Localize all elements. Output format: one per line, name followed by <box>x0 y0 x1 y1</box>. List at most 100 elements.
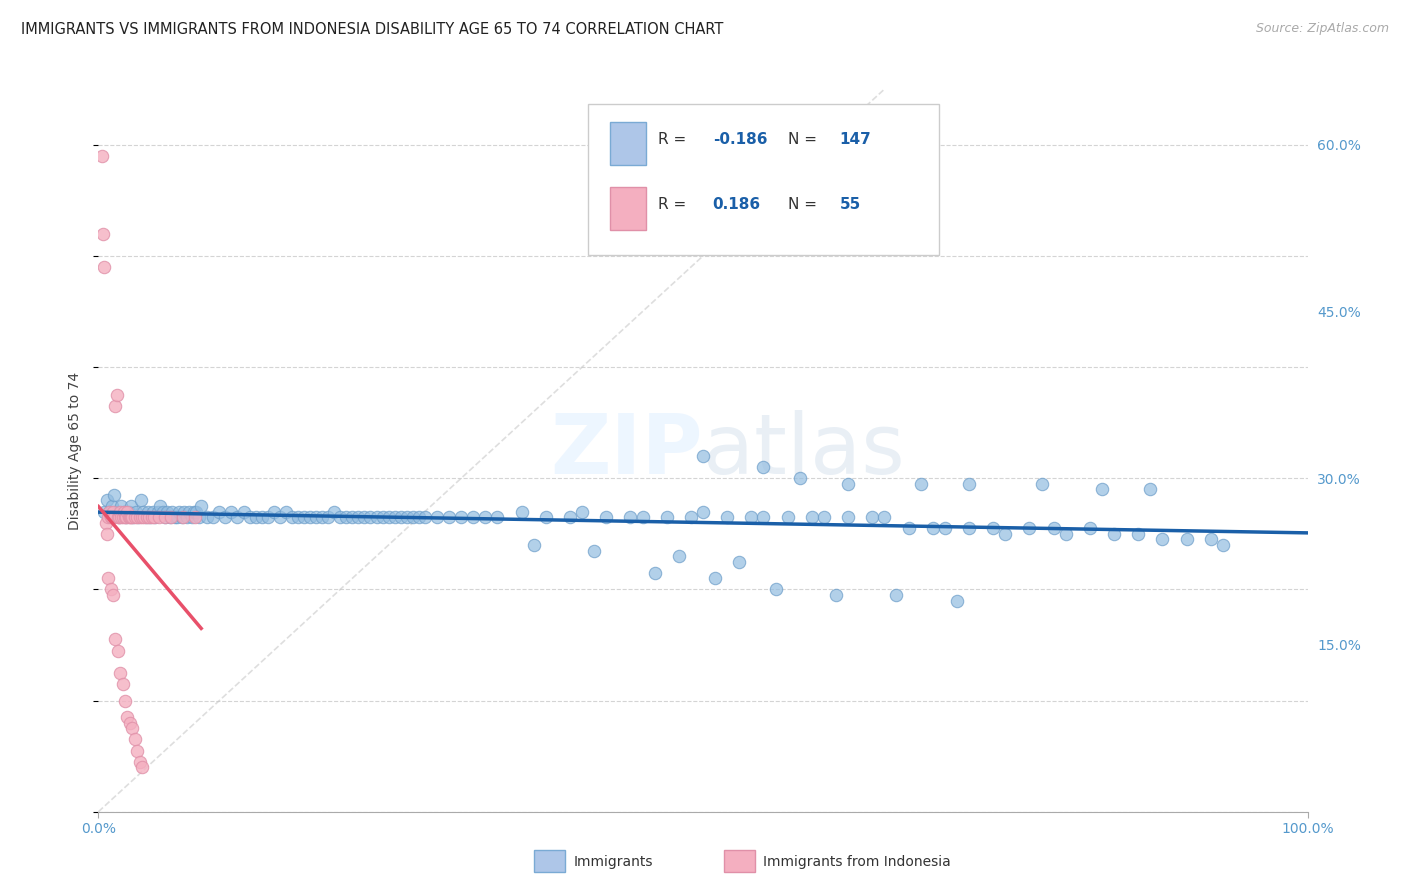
Point <box>395 510 418 524</box>
Point <box>208 505 231 519</box>
Point <box>287 510 309 524</box>
Point <box>752 460 775 475</box>
Point <box>149 499 172 513</box>
Point <box>510 505 533 519</box>
Point <box>117 710 139 724</box>
Point <box>631 510 654 524</box>
Point <box>311 510 333 524</box>
Point <box>166 510 188 524</box>
Point <box>169 505 191 519</box>
Point <box>523 538 546 552</box>
Point <box>156 505 179 519</box>
Point <box>934 521 956 535</box>
Text: -0.186: -0.186 <box>713 132 768 147</box>
Point <box>129 493 152 508</box>
Point <box>122 510 145 524</box>
Point <box>256 510 278 524</box>
Point <box>128 510 150 524</box>
Point <box>704 571 727 585</box>
FancyBboxPatch shape <box>610 121 647 165</box>
Point <box>105 388 128 402</box>
Point <box>860 510 883 524</box>
Point <box>413 510 436 524</box>
Text: IMMIGRANTS VS IMMIGRANTS FROM INDONESIA DISABILITY AGE 65 TO 74 CORRELATION CHAR: IMMIGRANTS VS IMMIGRANTS FROM INDONESIA … <box>21 22 724 37</box>
Point <box>101 588 124 602</box>
Point <box>426 510 449 524</box>
Point <box>534 510 557 524</box>
Point <box>163 510 186 524</box>
Text: Source: ZipAtlas.com: Source: ZipAtlas.com <box>1256 22 1389 36</box>
Point <box>728 555 751 569</box>
Point <box>1054 526 1077 541</box>
Point <box>221 505 243 519</box>
Point <box>1139 483 1161 497</box>
Point <box>179 505 201 519</box>
Point <box>108 505 131 519</box>
Point <box>132 505 155 519</box>
Point <box>96 526 118 541</box>
Point <box>117 505 139 519</box>
Point <box>190 499 212 513</box>
Point <box>305 510 328 524</box>
Point <box>740 510 762 524</box>
Point <box>143 510 166 524</box>
Point <box>118 510 141 524</box>
Point <box>111 677 134 691</box>
Point <box>114 510 136 524</box>
Point <box>281 510 304 524</box>
Point <box>558 510 581 524</box>
Point <box>112 505 135 519</box>
Point <box>93 260 115 274</box>
Point <box>146 505 169 519</box>
Text: 147: 147 <box>839 132 872 147</box>
Point <box>100 499 122 513</box>
Point <box>136 505 159 519</box>
Point <box>100 582 122 597</box>
Point <box>1152 533 1174 547</box>
Point <box>138 510 160 524</box>
Point <box>776 510 799 524</box>
Point <box>377 510 399 524</box>
Point <box>329 510 352 524</box>
Point <box>595 510 617 524</box>
Point <box>335 510 357 524</box>
Point <box>437 510 460 524</box>
Point <box>121 510 143 524</box>
Point <box>124 510 146 524</box>
Point <box>1031 476 1053 491</box>
Point <box>127 510 149 524</box>
Text: atlas: atlas <box>703 410 904 491</box>
Point <box>994 526 1017 541</box>
Point <box>692 449 714 463</box>
Point <box>170 510 193 524</box>
Point <box>103 488 125 502</box>
Point <box>118 715 141 730</box>
Point <box>107 643 129 657</box>
Point <box>274 505 297 519</box>
Point <box>114 693 136 707</box>
Point <box>141 510 163 524</box>
Point <box>957 521 980 535</box>
Point <box>474 510 496 524</box>
Point <box>110 499 132 513</box>
Point <box>897 521 920 535</box>
Text: Immigrants from Indonesia: Immigrants from Indonesia <box>763 855 952 869</box>
Point <box>110 510 132 524</box>
Point <box>153 510 176 524</box>
Point <box>115 510 138 524</box>
Point <box>765 582 787 597</box>
Point <box>408 510 430 524</box>
Point <box>183 505 205 519</box>
Point <box>184 510 207 524</box>
Text: N =: N = <box>787 132 821 147</box>
Point <box>148 510 170 524</box>
Point <box>1091 483 1114 497</box>
Point <box>1042 521 1064 535</box>
Point <box>371 510 394 524</box>
Point <box>716 510 738 524</box>
Point <box>214 510 236 524</box>
Point <box>108 510 131 524</box>
Point <box>800 510 823 524</box>
Point <box>186 505 208 519</box>
Point <box>107 510 129 524</box>
